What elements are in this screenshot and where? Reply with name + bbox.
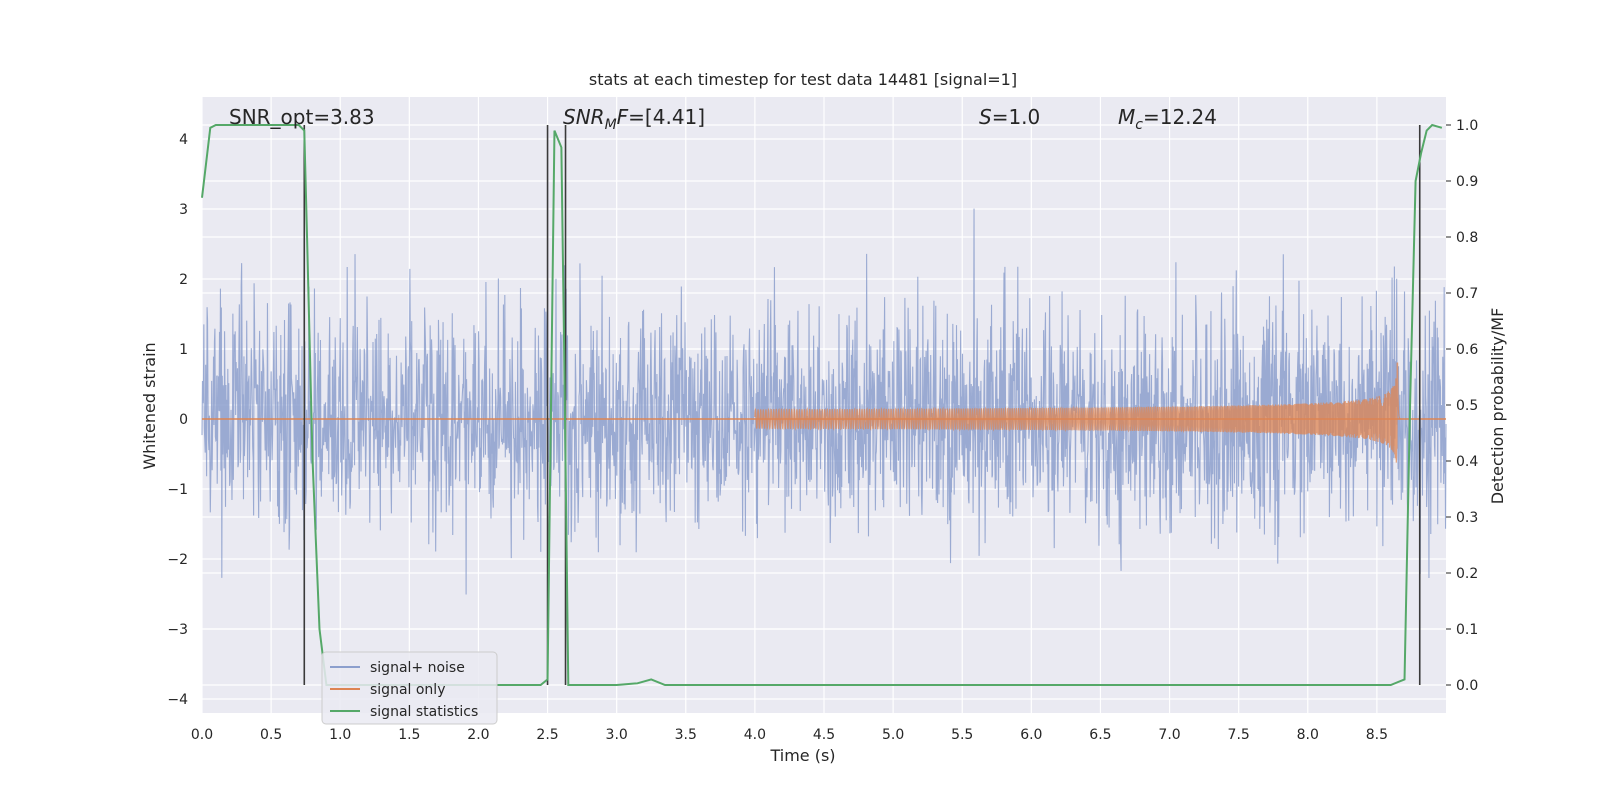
- annotation-s: S=1.0: [979, 105, 1040, 129]
- annotation-mc: Mc=12.24: [1118, 105, 1217, 133]
- y2-tick-label: 0.7: [1456, 286, 1478, 302]
- y-tick-label: −4: [167, 692, 188, 708]
- annotation-mc-sub: c: [1135, 117, 1143, 133]
- series-signal-only: [202, 362, 1446, 463]
- y2-tick-label: 0.4: [1456, 454, 1478, 470]
- x-tick-label: 6.5: [1089, 727, 1111, 743]
- x-tick-label: 2.5: [536, 727, 558, 743]
- legend-label: signal+ noise: [370, 660, 465, 676]
- y-tick-label: 1: [179, 342, 188, 358]
- annotation-snr-mf: SNRMF=[4.41]: [563, 105, 705, 133]
- legend-label: signal statistics: [370, 704, 478, 720]
- y-tick-label: 4: [179, 132, 188, 148]
- annotation-snr-mf-suffix-italic: F: [617, 105, 629, 129]
- y2-axis-label: Detection probability/MF: [1488, 308, 1507, 505]
- y-tick-label: 3: [179, 202, 188, 218]
- x-tick-label: 8.0: [1297, 727, 1319, 743]
- x-tick-label: 5.0: [882, 727, 904, 743]
- x-tick-label: 8.5: [1366, 727, 1388, 743]
- y-tick-label: 0: [179, 412, 188, 428]
- y2-tick-label: 0.6: [1456, 342, 1478, 358]
- y-tick-label: 2: [179, 272, 188, 288]
- x-tick-label: 5.5: [951, 727, 973, 743]
- x-tick-label: 3.0: [606, 727, 628, 743]
- x-tick-label: 4.5: [813, 727, 835, 743]
- annotation-snr-mf-prefix: SNR: [563, 105, 605, 129]
- annotation-mc-prefix: M: [1118, 105, 1135, 129]
- chart-title: stats at each timestep for test data 144…: [589, 70, 1017, 89]
- y2-tick-label: 0.8: [1456, 230, 1478, 246]
- x-tick-label: 4.0: [744, 727, 766, 743]
- x-tick-label: 7.5: [1228, 727, 1250, 743]
- x-axis-label: Time (s): [769, 746, 835, 765]
- x-tick-label: 7.0: [1158, 727, 1180, 743]
- y2-tick-label: 0.5: [1456, 398, 1478, 414]
- annotation-snr-opt: SNR_opt=3.83: [229, 105, 375, 129]
- y2-axis-ticks: 0.0 0.1 0.2 0.3 0.4 0.5 0.6 0.7 0.8 0.9 1.0: [1446, 118, 1478, 694]
- annotation-s-prefix: S: [979, 105, 992, 129]
- series-signal-statistics: [201, 123, 1443, 686]
- y-axis-ticks: −4 −3 −2 −1 0 1 2 3 4: [167, 132, 188, 708]
- annotation-mc-suffix: =12.24: [1143, 105, 1217, 129]
- signal-statistics-line: [201, 123, 1443, 686]
- annotation-s-suffix: =1.0: [992, 105, 1041, 129]
- x-tick-label: 6.0: [1020, 727, 1042, 743]
- y-tick-label: −3: [167, 622, 188, 638]
- x-tick-label: 1.0: [329, 727, 351, 743]
- signal-only-line: [754, 362, 1401, 463]
- annotation-snr-mf-suffix: =[4.41]: [628, 105, 705, 129]
- x-tick-label: 0.0: [191, 727, 213, 743]
- y2-tick-label: 1.0: [1456, 118, 1478, 134]
- legend-label: signal only: [370, 682, 445, 698]
- y-tick-label: −2: [167, 552, 188, 568]
- x-tick-label: 2.0: [467, 727, 489, 743]
- legend: signal+ noise signal only signal statistic…: [321, 651, 498, 725]
- x-tick-label: 3.5: [675, 727, 697, 743]
- x-tick-label: 0.5: [260, 727, 282, 743]
- y-tick-label: −1: [167, 482, 188, 498]
- y2-tick-label: 0.9: [1456, 174, 1478, 190]
- y2-tick-label: 0.2: [1456, 566, 1478, 582]
- y-axis-label: Whitened strain: [140, 342, 159, 469]
- legend-box: [321, 651, 498, 725]
- x-axis-ticks: 0.0 0.5 1.0 1.5 2.0 2.5 3.0 3.5 4.0 4.5 5.0 5.5 6.0 6…: [191, 727, 1388, 743]
- annotation-snr-mf-sub: M: [605, 117, 617, 133]
- y2-tick-label: 0.1: [1456, 622, 1478, 638]
- y2-tick-label: 0.0: [1456, 678, 1478, 694]
- series-signal-noise: [201, 208, 1447, 595]
- y2-tick-label: 0.3: [1456, 510, 1478, 526]
- x-tick-label: 1.5: [398, 727, 420, 743]
- signal-noise-line: [201, 208, 1447, 595]
